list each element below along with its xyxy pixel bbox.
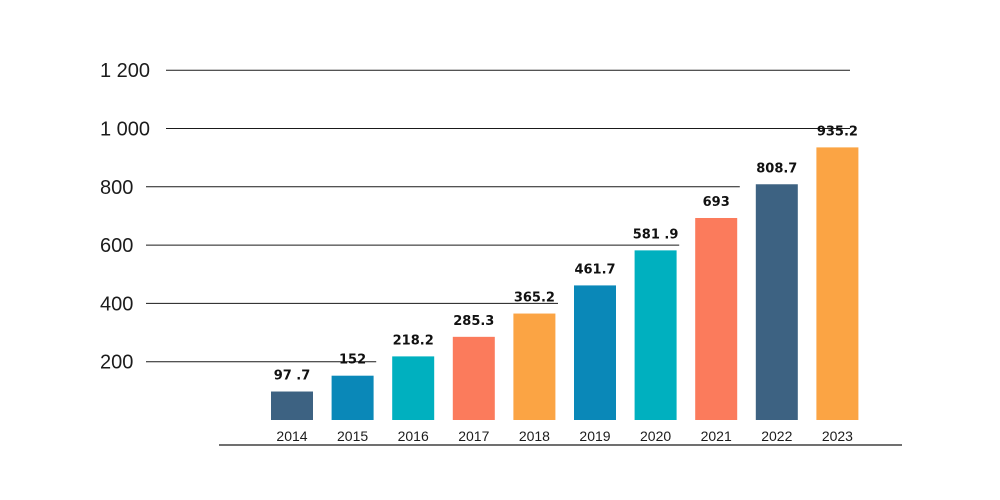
bar xyxy=(513,313,556,420)
y-tick-label: 1 000 xyxy=(100,119,150,141)
y-axis-ticks: 200 400 600 800 1 000 1 200 xyxy=(100,60,150,374)
x-tick-label: 2023 xyxy=(822,428,853,444)
data-label: 693 xyxy=(703,195,730,210)
y-tick-label: 400 xyxy=(100,293,133,315)
x-tick-label: 2019 xyxy=(579,428,610,444)
x-tick-label: 2021 xyxy=(701,428,732,444)
data-labels: 97 .7 152 218.2 285.3 365.2 461.7 581 .9 693 808… xyxy=(274,124,858,383)
x-tick-label: 2014 xyxy=(276,428,307,444)
bar xyxy=(574,285,616,420)
bar xyxy=(695,217,738,420)
bar xyxy=(755,184,798,420)
x-tick-label: 2022 xyxy=(761,428,792,444)
data-label: 218.2 xyxy=(393,333,434,348)
data-label: 461.7 xyxy=(574,262,615,277)
bar xyxy=(452,336,495,420)
bar xyxy=(331,375,374,420)
x-tick-label: 2016 xyxy=(398,428,429,444)
data-label: 581 .9 xyxy=(633,227,679,242)
x-tick-label: 2018 xyxy=(519,428,550,444)
data-label: 285.3 xyxy=(453,314,494,329)
bars xyxy=(271,147,859,420)
data-label: 365.2 xyxy=(514,291,555,306)
x-tick-label: 2020 xyxy=(640,428,671,444)
x-tick-label: 2017 xyxy=(458,428,489,444)
data-label: 935.2 xyxy=(817,124,858,139)
x-tick-label: 2015 xyxy=(337,428,368,444)
bar xyxy=(816,147,859,420)
data-label: 97 .7 xyxy=(274,369,311,384)
bar xyxy=(392,356,435,420)
gridlines xyxy=(146,69,850,363)
bar xyxy=(271,391,313,420)
x-axis-ticks: 2014 2015 2016 2017 2018 2019 2020 2021 2022 2023 xyxy=(276,428,853,444)
y-tick-label: 800 xyxy=(100,177,133,199)
bar xyxy=(634,250,677,420)
y-tick-label: 200 xyxy=(100,352,133,374)
data-label: 808.7 xyxy=(756,161,797,176)
data-label: 152 xyxy=(339,353,366,368)
y-tick-label: 1 200 xyxy=(100,60,150,82)
y-tick-label: 600 xyxy=(100,235,133,257)
